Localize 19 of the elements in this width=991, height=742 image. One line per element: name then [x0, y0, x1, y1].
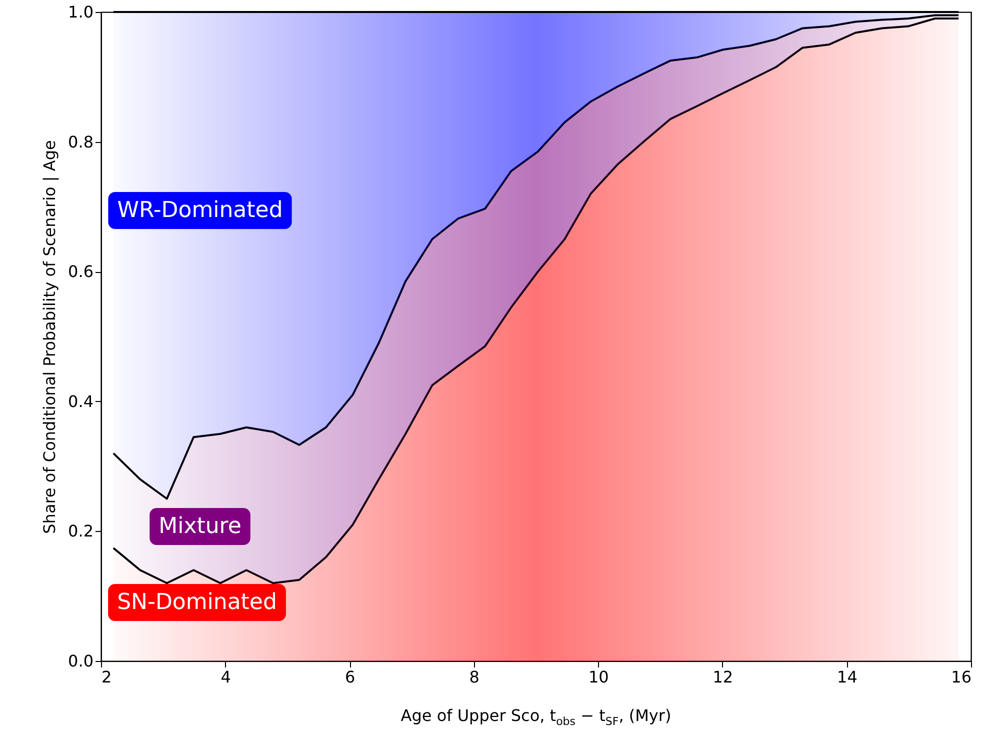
y-tick-label: 0.2 [68, 522, 94, 541]
series-label: WR-Dominated [117, 198, 283, 223]
y-tick-label: 0.6 [68, 262, 94, 282]
y-tick-label: 0.8 [68, 132, 94, 152]
x-tick-label: 6 [344, 668, 356, 686]
x-tick-label: 2 [102, 668, 112, 686]
x-tick-label: 4 [220, 668, 231, 686]
series-label: Mixture [158, 514, 242, 539]
x-tick-label: 16 [951, 668, 972, 686]
x-axis-title: Age of Upper Sco, t$_{obs}$ − t$_{SF}$, (Myr) [400, 706, 672, 728]
x-tick-label: 12 [712, 668, 734, 686]
x-tick-label: 14 [837, 668, 858, 686]
y-axis-title: Share of Conditional Probability of Scenario | Age [40, 140, 60, 534]
y-tick-label: 0.0 [68, 652, 94, 670]
series-label: SN-Dominated [117, 590, 277, 615]
y-tick-label: 1.0 [68, 2, 94, 22]
x-tick-label: 8 [469, 668, 480, 686]
x-tick-label: 10 [588, 668, 609, 686]
y-tick-label: 0.4 [68, 392, 94, 411]
